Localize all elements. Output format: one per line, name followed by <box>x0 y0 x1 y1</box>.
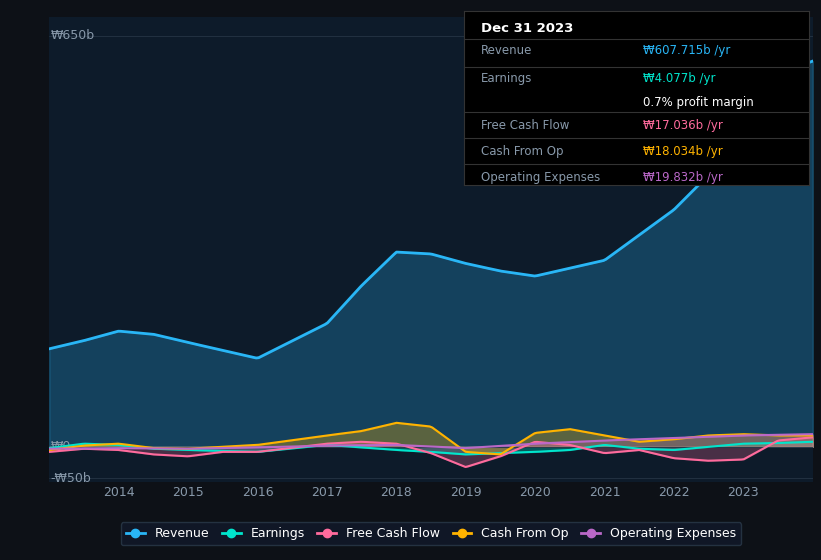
Text: ₩0: ₩0 <box>51 440 71 453</box>
Text: Earnings: Earnings <box>481 72 533 85</box>
Text: ₩19.832b /yr: ₩19.832b /yr <box>643 171 723 184</box>
Text: ₩17.036b /yr: ₩17.036b /yr <box>643 119 723 132</box>
Text: Operating Expenses: Operating Expenses <box>481 171 600 184</box>
Text: Revenue: Revenue <box>481 44 533 57</box>
Text: Cash From Op: Cash From Op <box>481 145 563 158</box>
Text: ₩18.034b /yr: ₩18.034b /yr <box>643 145 723 158</box>
Text: -₩50b: -₩50b <box>51 472 91 485</box>
Text: ₩607.715b /yr: ₩607.715b /yr <box>643 44 731 57</box>
Text: ₩4.077b /yr: ₩4.077b /yr <box>643 72 716 85</box>
Text: Free Cash Flow: Free Cash Flow <box>481 119 570 132</box>
Text: ₩650b: ₩650b <box>51 29 95 42</box>
Text: 0.7% profit margin: 0.7% profit margin <box>643 96 754 109</box>
Text: Dec 31 2023: Dec 31 2023 <box>481 22 574 35</box>
Legend: Revenue, Earnings, Free Cash Flow, Cash From Op, Operating Expenses: Revenue, Earnings, Free Cash Flow, Cash … <box>121 522 741 545</box>
